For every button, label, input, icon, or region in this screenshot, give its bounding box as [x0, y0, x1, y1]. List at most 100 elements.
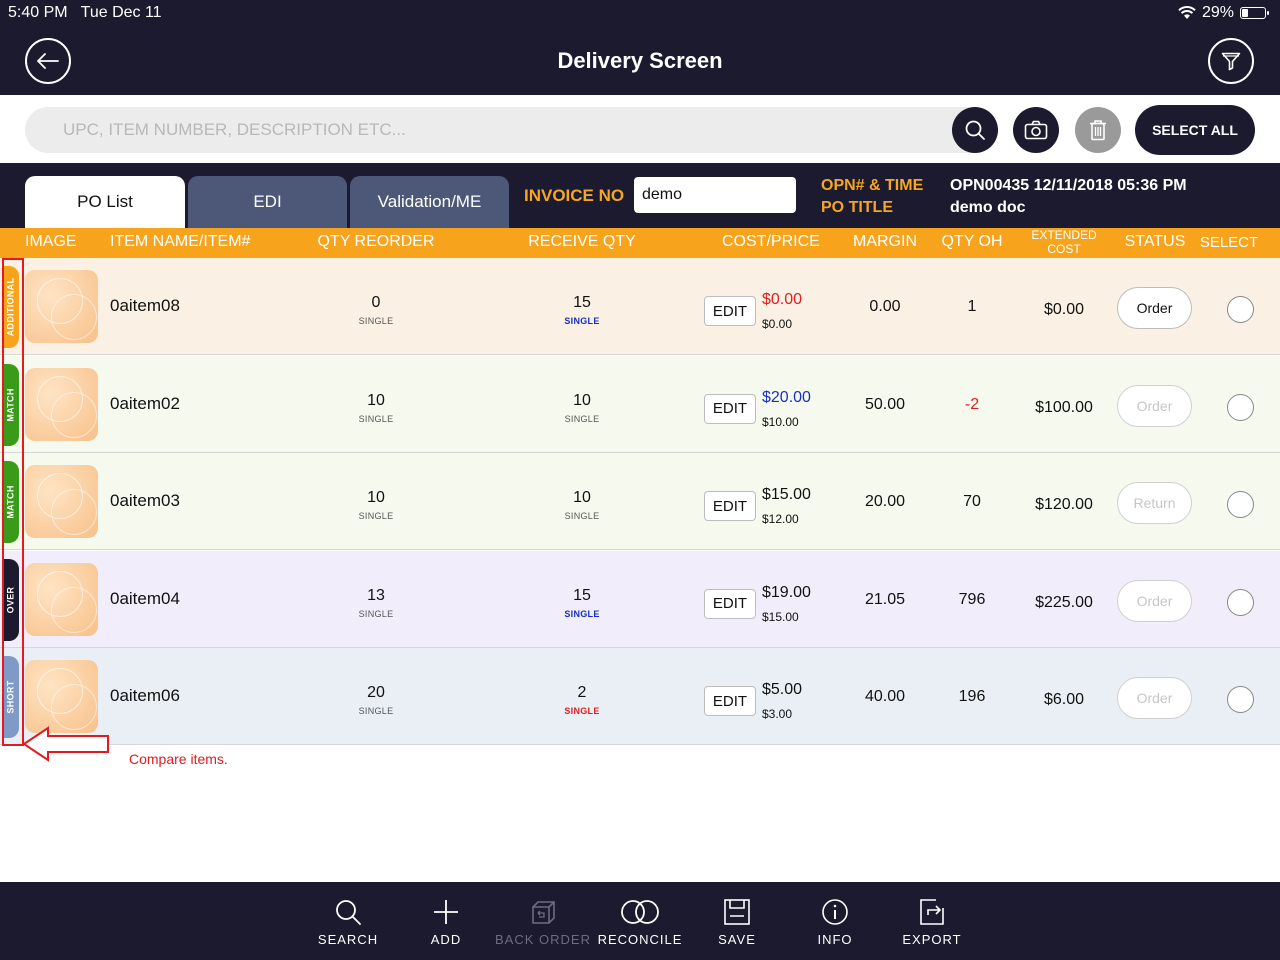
item-margin: 50.00 — [864, 395, 906, 413]
qty-reorder-value: 10 — [367, 391, 385, 409]
reconcile-icon — [621, 900, 659, 924]
nav-info[interactable]: INFO — [785, 882, 885, 960]
item-thumbnail[interactable] — [25, 367, 98, 441]
item-margin: 21.05 — [864, 590, 906, 608]
receive-qty[interactable]: 10 SINGLE — [522, 489, 642, 521]
table-row[interactable]: MATCH 0aitem03 10 SINGLE 10 SINGLE EDIT $15.00 $… — [0, 453, 1280, 550]
edit-price-button[interactable]: EDIT — [704, 686, 756, 716]
qty-reorder-unit: SINGLE — [358, 511, 394, 521]
col-status: STATUS — [1124, 233, 1186, 250]
receive-qty[interactable]: 10 SINGLE — [522, 392, 642, 424]
nav-save[interactable]: SAVE — [687, 882, 787, 960]
qty-reorder-unit: SINGLE — [358, 706, 394, 716]
table-row[interactable]: ADDITIONAL 0aitem08 0 SINGLE 15 SINGLE EDIT $0.… — [0, 258, 1280, 355]
edit-price-button[interactable]: EDIT — [704, 296, 756, 326]
item-name: 0aitem06 — [110, 686, 180, 705]
save-icon — [724, 899, 750, 925]
qty-reorder-value: 13 — [367, 586, 385, 604]
item-thumbnail[interactable] — [25, 660, 98, 733]
receive-qty-value: 10 — [573, 489, 591, 506]
status-button[interactable]: Return — [1117, 482, 1192, 524]
battery-icon — [1240, 7, 1269, 19]
compare-tag: OVER — [2, 558, 19, 641]
status-button[interactable]: Order — [1117, 287, 1192, 329]
nav-reconcile-label: RECONCILE — [597, 932, 683, 947]
item-cost: $0.00 — [762, 317, 793, 331]
filter-button[interactable] — [1208, 38, 1254, 84]
compare-tag: SHORT — [2, 656, 19, 738]
invoice-number-field[interactable] — [634, 177, 796, 213]
select-radio[interactable] — [1227, 686, 1254, 713]
table-row[interactable]: MATCH 0aitem02 10 SINGLE 10 SINGLE EDIT $20.00 $… — [0, 355, 1280, 453]
delete-button[interactable] — [1075, 107, 1121, 153]
nav-add-label: ADD — [430, 932, 462, 947]
item-thumbnail[interactable] — [25, 270, 98, 343]
receive-qty[interactable]: 2 SINGLE — [522, 684, 642, 716]
clock-time: 5:40 PM — [8, 4, 68, 21]
compare-tag: MATCH — [2, 461, 19, 543]
receive-qty-unit: SINGLE — [564, 608, 600, 619]
arrow-left-icon — [37, 53, 59, 69]
item-thumbnail[interactable] — [25, 465, 98, 538]
qty-on-hand: 196 — [958, 688, 986, 705]
item-margin: 20.00 — [864, 493, 906, 510]
back-button[interactable] — [25, 38, 71, 84]
table-row[interactable]: SHORT 0aitem06 20 SINGLE 2 SINGLE EDIT $5.00 $3.… — [0, 648, 1280, 745]
status-indicators: 29% — [1178, 4, 1269, 22]
qty-on-hand: 70 — [963, 493, 981, 510]
status-button[interactable]: Order — [1117, 677, 1192, 719]
col-extended-cost: EXTENDED COST — [1031, 228, 1096, 256]
tab-edi[interactable]: EDI — [188, 176, 347, 228]
nav-info-label: INFO — [817, 932, 853, 947]
back-order-icon — [532, 901, 555, 924]
nav-back-order[interactable]: BACK ORDER — [493, 882, 593, 960]
invoice-label: INVOICE NO — [524, 186, 625, 205]
item-thumbnail[interactable] — [25, 562, 98, 636]
bottom-nav: SEARCH ADD BACK ORDER RECONCILE SAVE INF… — [0, 882, 1280, 960]
edit-price-button[interactable]: EDIT — [704, 393, 756, 424]
search-input[interactable] — [25, 107, 995, 153]
select-all-button[interactable]: SELECT ALL — [1135, 105, 1255, 155]
qty-reorder: 20 SINGLE — [316, 684, 436, 716]
po-title-label: PO TITLE — [821, 199, 893, 216]
status-button[interactable]: Order — [1117, 384, 1192, 427]
annotation-text: Compare items. — [129, 751, 228, 767]
col-extended-line-1: EXTENDED — [1031, 228, 1097, 242]
receive-qty-value: 15 — [573, 586, 591, 604]
select-radio[interactable] — [1227, 296, 1254, 323]
select-radio[interactable] — [1227, 393, 1254, 421]
receive-qty-unit: SINGLE — [564, 413, 600, 424]
col-qty-oh: QTY OH — [941, 233, 1003, 250]
edit-price-button[interactable]: EDIT — [704, 491, 756, 521]
qty-on-hand: -2 — [964, 395, 980, 413]
item-price: $19.00 — [762, 583, 811, 601]
nav-reconcile[interactable]: RECONCILE — [590, 882, 690, 960]
col-select: SELECT — [1199, 234, 1259, 251]
receive-qty[interactable]: 15 SINGLE — [522, 294, 642, 326]
select-radio[interactable] — [1227, 491, 1254, 518]
item-margin: 0.00 — [869, 298, 901, 315]
qty-reorder-value: 10 — [367, 489, 385, 506]
edit-price-button[interactable]: EDIT — [704, 588, 756, 619]
item-price: $5.00 — [762, 681, 803, 698]
table-row[interactable]: OVER 0aitem04 13 SINGLE 15 SINGLE EDIT $19.00 $1… — [0, 550, 1280, 648]
tab-po-list[interactable]: PO List — [25, 176, 185, 228]
col-extended-line-2: COST — [1047, 242, 1081, 256]
item-margin: 40.00 — [864, 688, 906, 705]
select-radio[interactable] — [1227, 588, 1254, 616]
camera-scan-button[interactable] — [1013, 107, 1059, 153]
item-name: 0aitem04 — [110, 588, 180, 608]
receive-qty-unit: SINGLE — [564, 706, 600, 716]
nav-add[interactable]: ADD — [396, 882, 496, 960]
search-submit-button[interactable] — [952, 107, 998, 153]
qty-reorder: 10 SINGLE — [316, 489, 436, 521]
tab-bar: PO List EDI Validation/ME INVOICE NO OPN… — [0, 163, 1280, 228]
nav-search[interactable]: SEARCH — [298, 882, 398, 960]
status-button[interactable]: Order — [1117, 579, 1192, 622]
qty-reorder-unit: SINGLE — [358, 316, 394, 326]
item-cost: $3.00 — [762, 707, 793, 721]
tab-validation[interactable]: Validation/ME — [350, 176, 509, 228]
nav-export[interactable]: EXPORT — [882, 882, 982, 960]
receive-qty[interactable]: 15 SINGLE — [522, 587, 642, 619]
item-cost: $12.00 — [762, 512, 799, 526]
